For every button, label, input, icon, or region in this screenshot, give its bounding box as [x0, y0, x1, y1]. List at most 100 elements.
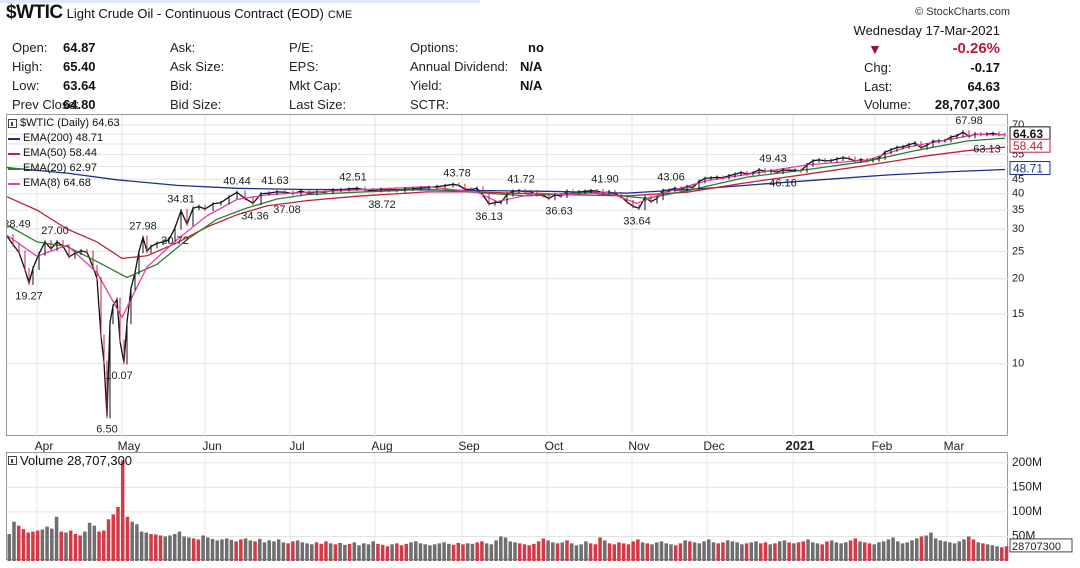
volume-bar: [678, 543, 683, 561]
price-annotation: 28.49: [7, 218, 31, 230]
ema-line: [6, 146, 1006, 260]
price-annotation: 27.00: [41, 225, 69, 237]
y-tick-label: 20: [1012, 273, 1024, 285]
quote-value: 63.64: [63, 78, 96, 93]
price-chart[interactable]: 28.49 19.27 27.00 6.50 10.07 27.98 30.72 34.81 4…: [3, 115, 1009, 437]
volume-bar: [730, 541, 735, 561]
volume-bar: [163, 536, 167, 561]
price-annotation: 41.90: [591, 174, 619, 186]
quote-label: Bid:: [170, 78, 193, 93]
price-annotation: 19.27: [15, 290, 43, 302]
volume-bar: [815, 543, 820, 561]
volume-bar: [593, 544, 598, 561]
volume-bar: [598, 537, 602, 561]
volume-bar: [295, 540, 300, 561]
price-annotation: 42.51: [339, 171, 367, 183]
volume-bar: [631, 541, 635, 561]
instrument-name: Light Crude Oil - Continuous Contract (E…: [66, 6, 324, 21]
volume-bar: [607, 543, 612, 561]
volume-legend-label: Volume 28,707,300: [20, 453, 133, 468]
price-annotation: 41.63: [261, 175, 289, 187]
volume-bar: [201, 535, 205, 561]
y-tick-label: 60: [1012, 138, 1024, 150]
volume-bar: [952, 543, 957, 561]
volume-bar: [319, 543, 323, 561]
volume-bar: [276, 539, 281, 561]
volume-bar: [338, 542, 342, 561]
volume-bar: [177, 531, 182, 561]
ema-line: [6, 137, 1006, 279]
volume-bar: [853, 538, 858, 561]
quote-value: N/A: [520, 78, 543, 93]
volume-bar: [508, 541, 513, 561]
price-annotation: 6.50: [96, 424, 117, 436]
volume-chart[interactable]: [7, 453, 1009, 561]
volume-bar: [976, 542, 980, 561]
quote-label: EPS:: [289, 59, 319, 74]
volume-bar: [102, 530, 106, 561]
price-annotation: 38.72: [368, 199, 396, 211]
volume-bar: [891, 537, 895, 561]
price-annotation: 46.16: [769, 177, 797, 189]
volume-bar: [966, 536, 971, 561]
volume-bar: [432, 544, 437, 561]
price-annotation: 36.13: [475, 211, 503, 223]
down-arrow-icon: ▼: [868, 41, 882, 57]
volume-bar: [848, 540, 853, 561]
volume-bar: [234, 541, 238, 561]
volume-bar: [664, 543, 668, 561]
volume-bar: [423, 544, 427, 561]
volume-bar: [87, 522, 92, 561]
legend-label: EMA(200) 48.71: [23, 132, 104, 144]
volume-bar: [380, 544, 385, 561]
volume-bar: [782, 540, 787, 561]
volume-bar: [418, 543, 423, 561]
volume-bar: [829, 540, 834, 561]
volume-panel[interactable]: [6, 452, 1009, 561]
price-annotation: 67.98: [955, 115, 983, 127]
x-tick-label: Sep: [458, 439, 480, 453]
volume-bar: [224, 538, 229, 561]
volume-bar: [503, 537, 508, 561]
volume-bar: [215, 540, 219, 561]
volume-bar: [328, 543, 333, 561]
volume-bar: [456, 542, 461, 561]
quote-label: Ask Size:: [170, 59, 225, 74]
x-tick-label: Apr: [35, 439, 54, 453]
volume-bar: [943, 541, 947, 561]
volume-bar: [990, 545, 995, 561]
quote-label: P/E:: [289, 40, 314, 55]
volume-tick-label: 100M: [1012, 504, 1042, 518]
volume-bar: [834, 542, 839, 561]
volume-bar: [844, 542, 848, 561]
ema-line: [6, 166, 1006, 194]
volume-bar: [560, 542, 565, 561]
volume-bar: [896, 541, 900, 561]
price-annotation: 34.36: [241, 210, 269, 222]
volume-bar: [948, 542, 952, 561]
legend-item-ema50: EMA(50) 58.44: [8, 146, 120, 161]
right-price-marker: [1009, 161, 1051, 176]
volume-bar: [437, 543, 442, 561]
volume-bar: [395, 543, 399, 561]
price-panel[interactable]: 28.49 19.27 27.00 6.50 10.07 27.98 30.72 34.81 4…: [3, 114, 1009, 437]
volume-bar: [45, 526, 49, 561]
exchange: CME: [327, 9, 353, 21]
volume-bar: [139, 531, 144, 561]
volume-bar: [499, 536, 503, 561]
volume-bar: [541, 538, 546, 561]
x-tick-label: Jun: [202, 439, 221, 453]
volume-bar: [480, 541, 484, 561]
y-tick-label: 40: [1012, 188, 1024, 200]
y-tick-label: 30: [1012, 223, 1024, 235]
price-annotation: 37.08: [273, 204, 301, 216]
volume-bar: [191, 538, 196, 561]
volume-bar: [877, 542, 881, 561]
volume-bar: [565, 540, 569, 561]
y-tick-label: 35: [1012, 204, 1024, 216]
volume-bar: [206, 537, 210, 561]
volume-bar: [50, 528, 54, 561]
volume-bar: [258, 538, 262, 561]
volume-bar: [272, 541, 276, 561]
volume-bar: [390, 544, 394, 561]
